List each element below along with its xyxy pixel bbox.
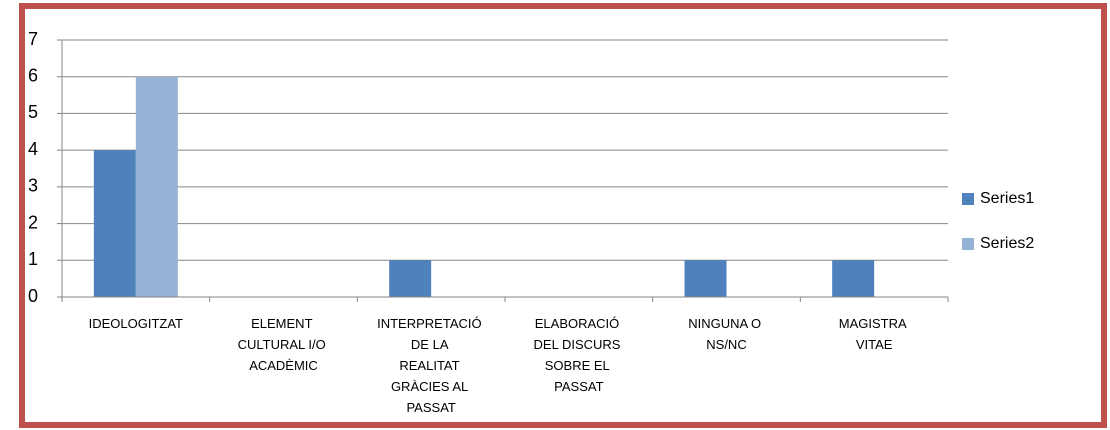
bar	[135, 76, 178, 297]
y-tick-label: 0	[28, 286, 38, 306]
x-tick-label: ELEMENT CULTURAL I/O ACADÈMIC	[238, 316, 330, 373]
x-tick-label: NINGUNA O NS/NC	[688, 316, 765, 352]
bar	[832, 260, 875, 297]
y-tick-label: 1	[28, 249, 38, 269]
chart-frame	[19, 3, 1107, 428]
y-tick-label: 7	[28, 29, 38, 49]
y-tick-label: 6	[28, 65, 38, 85]
bar	[684, 260, 727, 297]
y-tick-label: 4	[28, 139, 38, 159]
legend-label: Series2	[980, 235, 1034, 252]
legend-swatch	[962, 193, 974, 205]
y-tick-label: 3	[28, 176, 38, 196]
y-tick-label: 2	[28, 212, 38, 232]
x-tick-label: MAGISTRA VITAE	[839, 316, 910, 352]
legend-label: Series1	[980, 190, 1034, 207]
x-tick-label: ELABORACIÓ DEL DISCURS SOBRE EL PASSAT	[534, 316, 625, 394]
bar	[93, 150, 136, 297]
x-tick-label: INTERPRETACIÓ DE LA REALITAT GRÀCIES AL …	[377, 316, 485, 415]
y-tick-label: 5	[28, 102, 38, 122]
bar	[389, 260, 432, 297]
legend-swatch	[962, 238, 974, 250]
x-tick-label: IDEOLOGITZAT	[89, 316, 183, 331]
